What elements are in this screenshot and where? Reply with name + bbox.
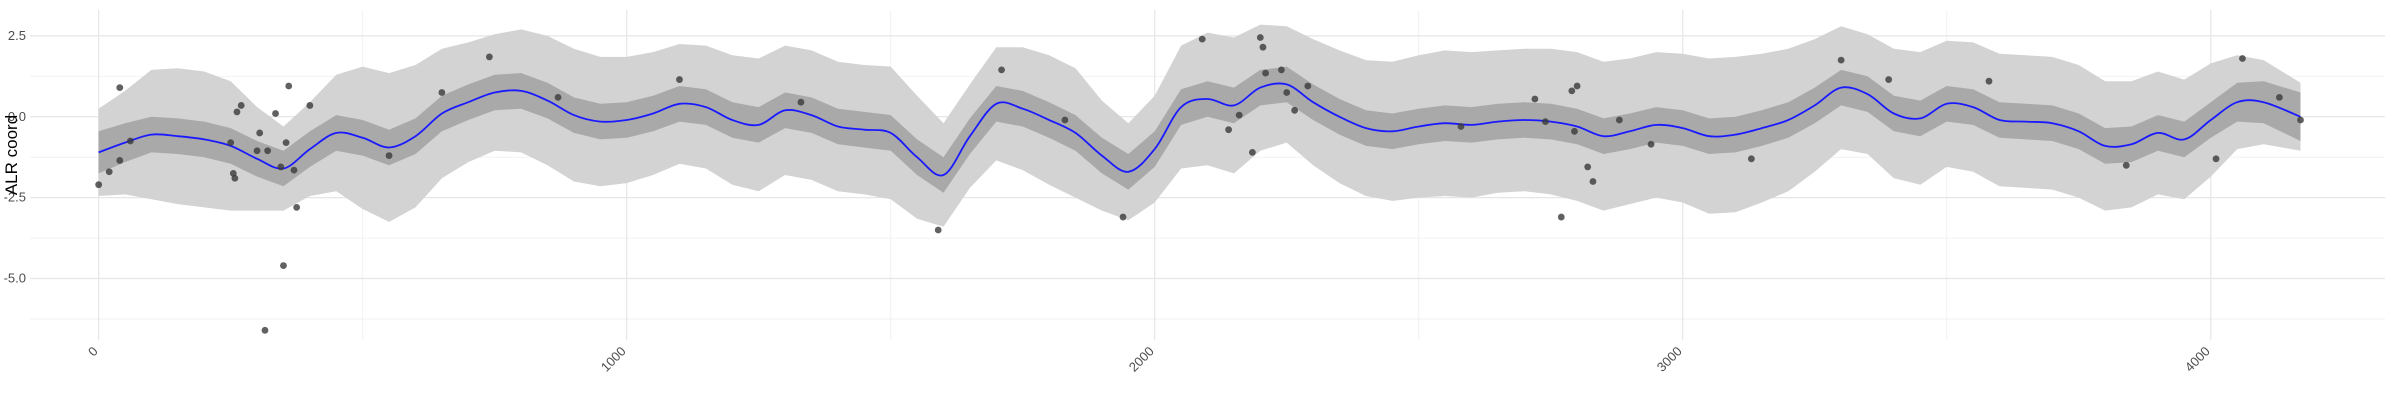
data-point	[293, 203, 301, 211]
fit-line	[98, 82, 2301, 177]
data-point	[998, 66, 1005, 74]
data-point	[1647, 140, 1655, 148]
data-point	[554, 93, 562, 101]
data-point	[485, 53, 493, 61]
data-point	[1225, 126, 1233, 134]
x-tick-label: 4000	[2182, 344, 2213, 375]
data-point	[237, 102, 245, 109]
data-point	[1747, 155, 1755, 163]
data-point	[306, 102, 314, 109]
data-point	[438, 89, 446, 96]
data-point	[1557, 213, 1565, 221]
data-point	[231, 174, 239, 182]
data-point	[116, 84, 124, 92]
data-point	[1262, 69, 1269, 77]
x-tick-label: 2000	[1126, 344, 1157, 375]
data-point	[256, 129, 264, 137]
data-point	[277, 163, 285, 171]
data-point	[1584, 163, 1592, 171]
data-point	[1542, 118, 1549, 126]
data-point	[1589, 178, 1597, 185]
data-point	[1885, 76, 1893, 83]
data-point	[1457, 123, 1465, 130]
data-point	[934, 226, 942, 234]
y-tick-label: -5.0	[4, 271, 26, 286]
data-point	[227, 139, 235, 147]
data-point	[1985, 77, 1993, 85]
data-point	[2297, 116, 2304, 124]
x-tick-label: 1000	[598, 344, 629, 375]
data-point	[1259, 43, 1267, 51]
data-point	[290, 166, 298, 174]
data-point	[233, 108, 241, 116]
data-point	[1248, 148, 1256, 156]
x-tick-label: 0	[85, 344, 101, 360]
data-point	[264, 147, 272, 155]
data-point	[1256, 34, 1264, 41]
data-point	[1291, 106, 1299, 114]
outer-credible-band	[98, 24, 2301, 227]
point-layer	[95, 34, 2304, 334]
y-tick-label: 0.0	[8, 109, 26, 124]
y-axis-title: ALR coord	[2, 115, 21, 195]
data-point	[1304, 82, 1312, 90]
data-point	[2275, 93, 2283, 101]
data-point	[282, 139, 290, 147]
band-layer	[98, 24, 2301, 227]
data-point	[116, 157, 124, 164]
data-point	[280, 262, 287, 269]
y-tick-label: 2.5	[8, 28, 26, 43]
data-point	[272, 110, 279, 117]
data-point	[1119, 213, 1127, 221]
data-point	[95, 181, 103, 189]
data-point	[676, 76, 683, 83]
data-point	[1568, 87, 1576, 95]
data-point	[2122, 161, 2130, 169]
data-point	[2239, 55, 2246, 62]
data-point	[1615, 116, 1623, 124]
data-point	[1235, 111, 1243, 119]
data-point	[385, 152, 393, 159]
y-tick-label: -2.5	[4, 190, 26, 205]
line-layer	[98, 82, 2301, 177]
data-point	[2212, 155, 2220, 163]
data-point	[1278, 66, 1285, 74]
inner-credible-band	[98, 66, 2301, 193]
data-point	[797, 98, 805, 106]
data-point	[1198, 35, 1206, 43]
data-point	[1837, 56, 1845, 64]
data-point	[261, 326, 269, 334]
data-point	[1573, 82, 1581, 90]
data-point	[105, 168, 113, 176]
data-point	[1571, 127, 1578, 135]
data-point	[1061, 116, 1069, 124]
x-tick-label: 3000	[1654, 344, 1685, 375]
data-point	[253, 147, 261, 155]
data-point	[126, 137, 134, 145]
data-point	[285, 82, 293, 90]
data-point	[1531, 95, 1539, 103]
data-point	[1283, 89, 1291, 96]
